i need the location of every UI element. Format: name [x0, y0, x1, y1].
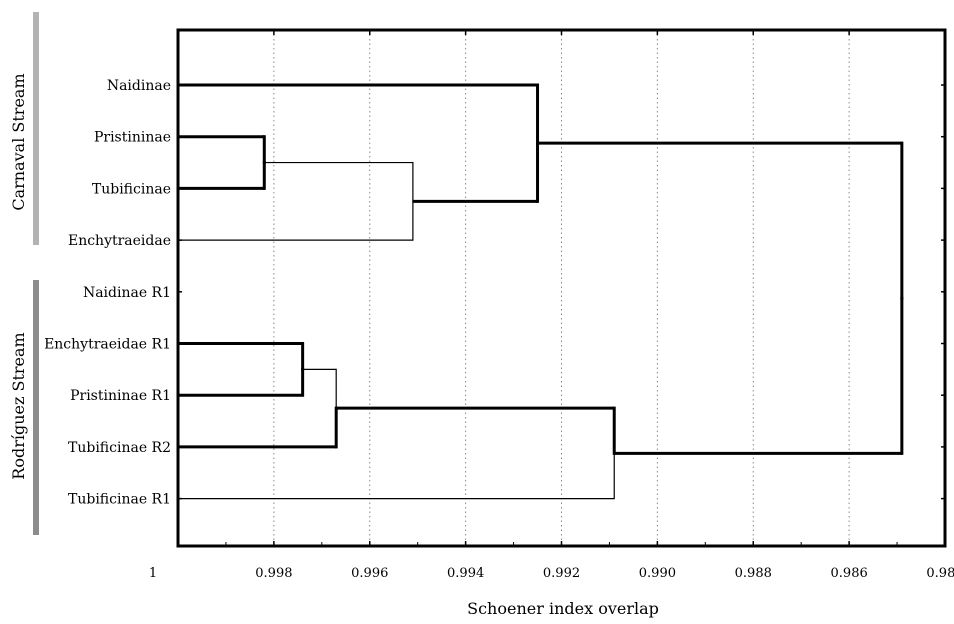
leaf-label: Pristininae [94, 130, 171, 146]
x-tick-label: 1 [149, 566, 157, 581]
dendrogram-branches [178, 83, 904, 500]
axis-ticks: 1 0.998 0.996 0.994 0.992 0.990 0.988 0.986 0.98… [149, 30, 954, 581]
x-tick-label: 0.994 [447, 566, 484, 581]
grid-lines [273, 30, 946, 546]
x-tick-label: 0.996 [351, 566, 388, 581]
leaf-label: Tubificinae R2 [68, 440, 171, 456]
leaf-label: Tubificinae R1 [68, 492, 171, 508]
stream-group-labels: Carnaval Stream Rodríguez Stream [9, 12, 39, 535]
x-tick-label: 0.986 [831, 566, 868, 581]
leaf-labels: Naidinae Pristininae Tubificinae Enchytraei… [44, 78, 171, 508]
x-tick-label: 0.998 [255, 566, 292, 581]
x-tick-label: 0.988 [735, 566, 772, 581]
leaf-label: Naidinae R1 [83, 285, 171, 301]
group-bar [33, 12, 39, 245]
leaf-label: Enchytraeidae [68, 233, 171, 249]
x-axis-title: Schoener index overlap [467, 599, 659, 618]
group-label: Rodríguez Stream [9, 332, 28, 479]
leaf-label: Pristininae R1 [70, 388, 171, 404]
x-tick-label: 0.984 [926, 566, 954, 581]
group-label: Carnaval Stream [9, 73, 28, 210]
group-bar [33, 280, 39, 535]
x-tick-label: 0.990 [639, 566, 676, 581]
x-tick-label: 0.992 [543, 566, 580, 581]
leaf-label: Enchytraeidae R1 [44, 337, 171, 353]
leaf-label: Tubificinae [92, 181, 171, 197]
leaf-label: Naidinae [107, 78, 171, 94]
